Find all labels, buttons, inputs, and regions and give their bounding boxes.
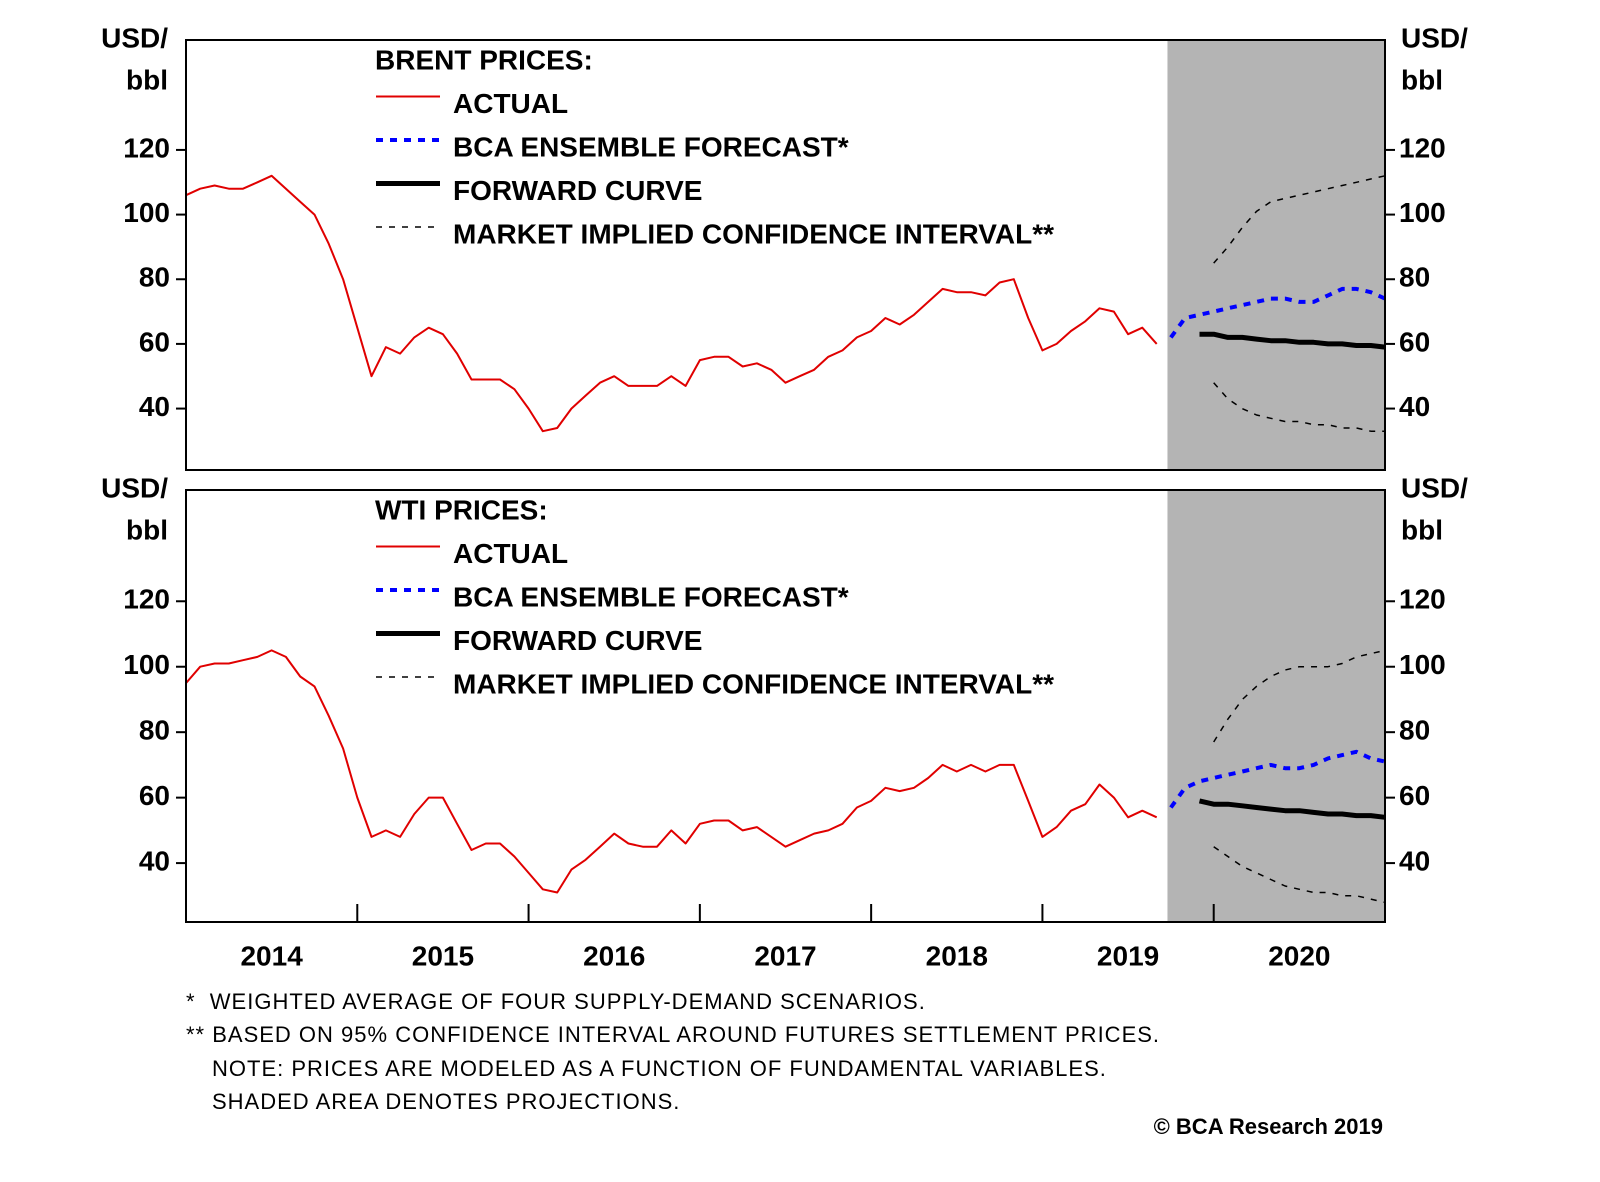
legend-title: WTI PRICES: — [375, 494, 548, 525]
plot-frame — [185, 39, 1386, 471]
y-tick-label: 120 — [123, 584, 170, 615]
legend-label: ACTUAL — [453, 538, 568, 569]
legend-label: BCA ENSEMBLE FORECAST* — [453, 131, 849, 162]
y-tick-label: 120 — [1399, 584, 1446, 615]
y-tick-label: 120 — [1399, 132, 1446, 163]
legend-label: MARKET IMPLIED CONFIDENCE INTERVAL** — [453, 668, 1054, 699]
y-tick-label: 60 — [139, 780, 170, 811]
series-line — [1213, 175, 1386, 264]
y-unit: bbl — [1401, 514, 1443, 545]
y-tick-label: 80 — [139, 715, 170, 746]
y-tick-label: 100 — [1399, 197, 1446, 228]
y-unit: USD/ — [101, 22, 168, 53]
y-tick-label: 40 — [139, 391, 170, 422]
series-line — [1198, 798, 1386, 820]
series-line — [185, 174, 1158, 433]
footnote: ** BASED ON 95% CONFIDENCE INTERVAL AROU… — [186, 1022, 1160, 1047]
series-line — [1199, 331, 1386, 350]
x-tick-label: 2014 — [240, 940, 303, 971]
y-tick-label: 40 — [139, 845, 170, 876]
y-unit: USD/ — [1401, 22, 1468, 53]
y-tick-label: 60 — [139, 326, 170, 357]
plot-frame — [185, 489, 1386, 923]
x-tick-label: 2018 — [926, 940, 988, 971]
series-line — [1213, 846, 1386, 904]
legend-label: ACTUAL — [453, 88, 568, 119]
series-line — [185, 649, 1158, 894]
y-unit: bbl — [126, 64, 168, 95]
legend-title: BRENT PRICES: — [375, 44, 593, 75]
y-tick-label: 120 — [123, 132, 170, 163]
y-tick-label: 80 — [1399, 715, 1430, 746]
series-line — [1169, 749, 1386, 809]
legend-label: FORWARD CURVE — [453, 175, 702, 206]
legend-label: BCA ENSEMBLE FORECAST* — [453, 581, 849, 612]
series-line — [1213, 649, 1386, 743]
y-unit: USD/ — [101, 472, 168, 503]
y-unit: USD/ — [1401, 472, 1468, 503]
x-tick-label: 2017 — [754, 940, 816, 971]
projection-shade — [1167, 40, 1385, 470]
projection-shade — [1167, 490, 1385, 922]
legend-label: MARKET IMPLIED CONFIDENCE INTERVAL** — [453, 218, 1054, 249]
footnote: * WEIGHTED AVERAGE OF FOUR SUPPLY-DEMAND… — [186, 989, 926, 1014]
y-tick-label: 80 — [139, 262, 170, 293]
x-tick-label: 2020 — [1268, 940, 1330, 971]
y-unit: bbl — [126, 514, 168, 545]
y-tick-label: 60 — [1399, 780, 1430, 811]
y-tick-label: 40 — [1399, 845, 1430, 876]
x-tick-label: 2015 — [412, 940, 474, 971]
x-tick-label: 2019 — [1097, 940, 1159, 971]
y-tick-label: 40 — [1399, 391, 1430, 422]
x-tick-label: 2016 — [583, 940, 645, 971]
y-tick-label: 100 — [1399, 649, 1446, 680]
copyright: © BCA Research 2019 — [1154, 1114, 1383, 1139]
y-tick-label: 60 — [1399, 326, 1430, 357]
footnote: NOTE: PRICES ARE MODELED AS A FUNCTION O… — [212, 1056, 1107, 1081]
footnote: SHADED AREA DENOTES PROJECTIONS. — [212, 1089, 680, 1114]
y-unit: bbl — [1401, 64, 1443, 95]
legend-label: FORWARD CURVE — [453, 625, 702, 656]
series-line — [1169, 286, 1386, 339]
y-tick-label: 100 — [123, 649, 170, 680]
y-tick-label: 100 — [123, 197, 170, 228]
y-tick-label: 80 — [1399, 262, 1430, 293]
